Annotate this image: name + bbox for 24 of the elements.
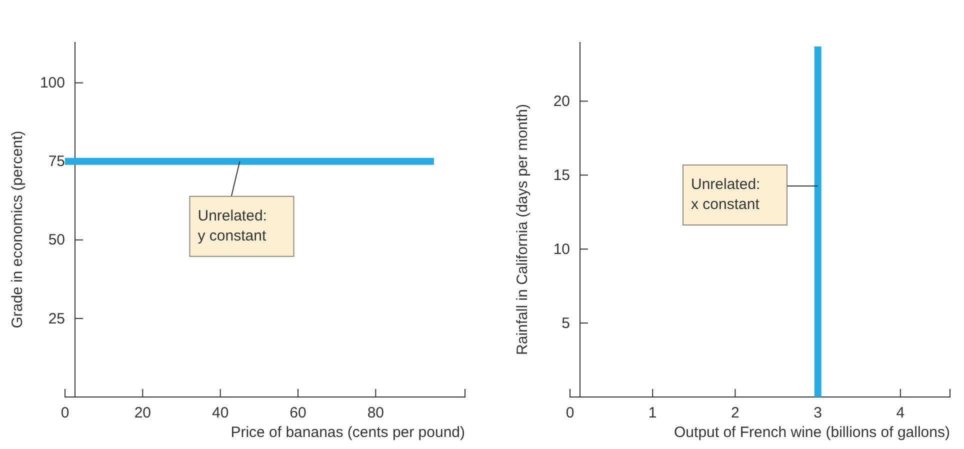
x-axis-title: Output of French wine (billions of gallons) — [674, 424, 950, 441]
y-tick-label: 75 — [48, 153, 65, 170]
annotation: Unrelated: x constant — [691, 176, 760, 213]
x-tick-label: 0 — [566, 404, 574, 422]
y-tick-label: 100 — [40, 74, 65, 92]
y-axis-title: Grade in economics (percent) — [9, 130, 26, 328]
y-tick-label: 15 — [553, 166, 570, 184]
x-tick-label: 4 — [896, 404, 905, 422]
y-tick-label: 20 — [553, 92, 570, 110]
y-tick-label: 50 — [48, 232, 65, 249]
x-tick-label: 40 — [212, 404, 229, 422]
x-tick-label: 20 — [134, 404, 152, 422]
x-tick-label: 80 — [367, 404, 384, 422]
y-tick-label: 5 — [562, 314, 570, 332]
x-tick-label: 0 — [60, 404, 70, 422]
y-tick-label: 25 — [48, 310, 65, 328]
x-axis-title: Price of bananas (cents per pound) — [230, 424, 465, 441]
y-axis-title: Rainfall in California (days per month) — [514, 104, 531, 355]
x-tick-label: 60 — [290, 404, 306, 422]
x-tick-label: 2 — [731, 404, 740, 422]
y-tick-label: 10 — [553, 240, 570, 258]
x-tick-label: 1 — [648, 404, 657, 422]
annotation: Unrelated: y constant — [198, 207, 267, 244]
x-tick-label: 3 — [814, 404, 822, 422]
